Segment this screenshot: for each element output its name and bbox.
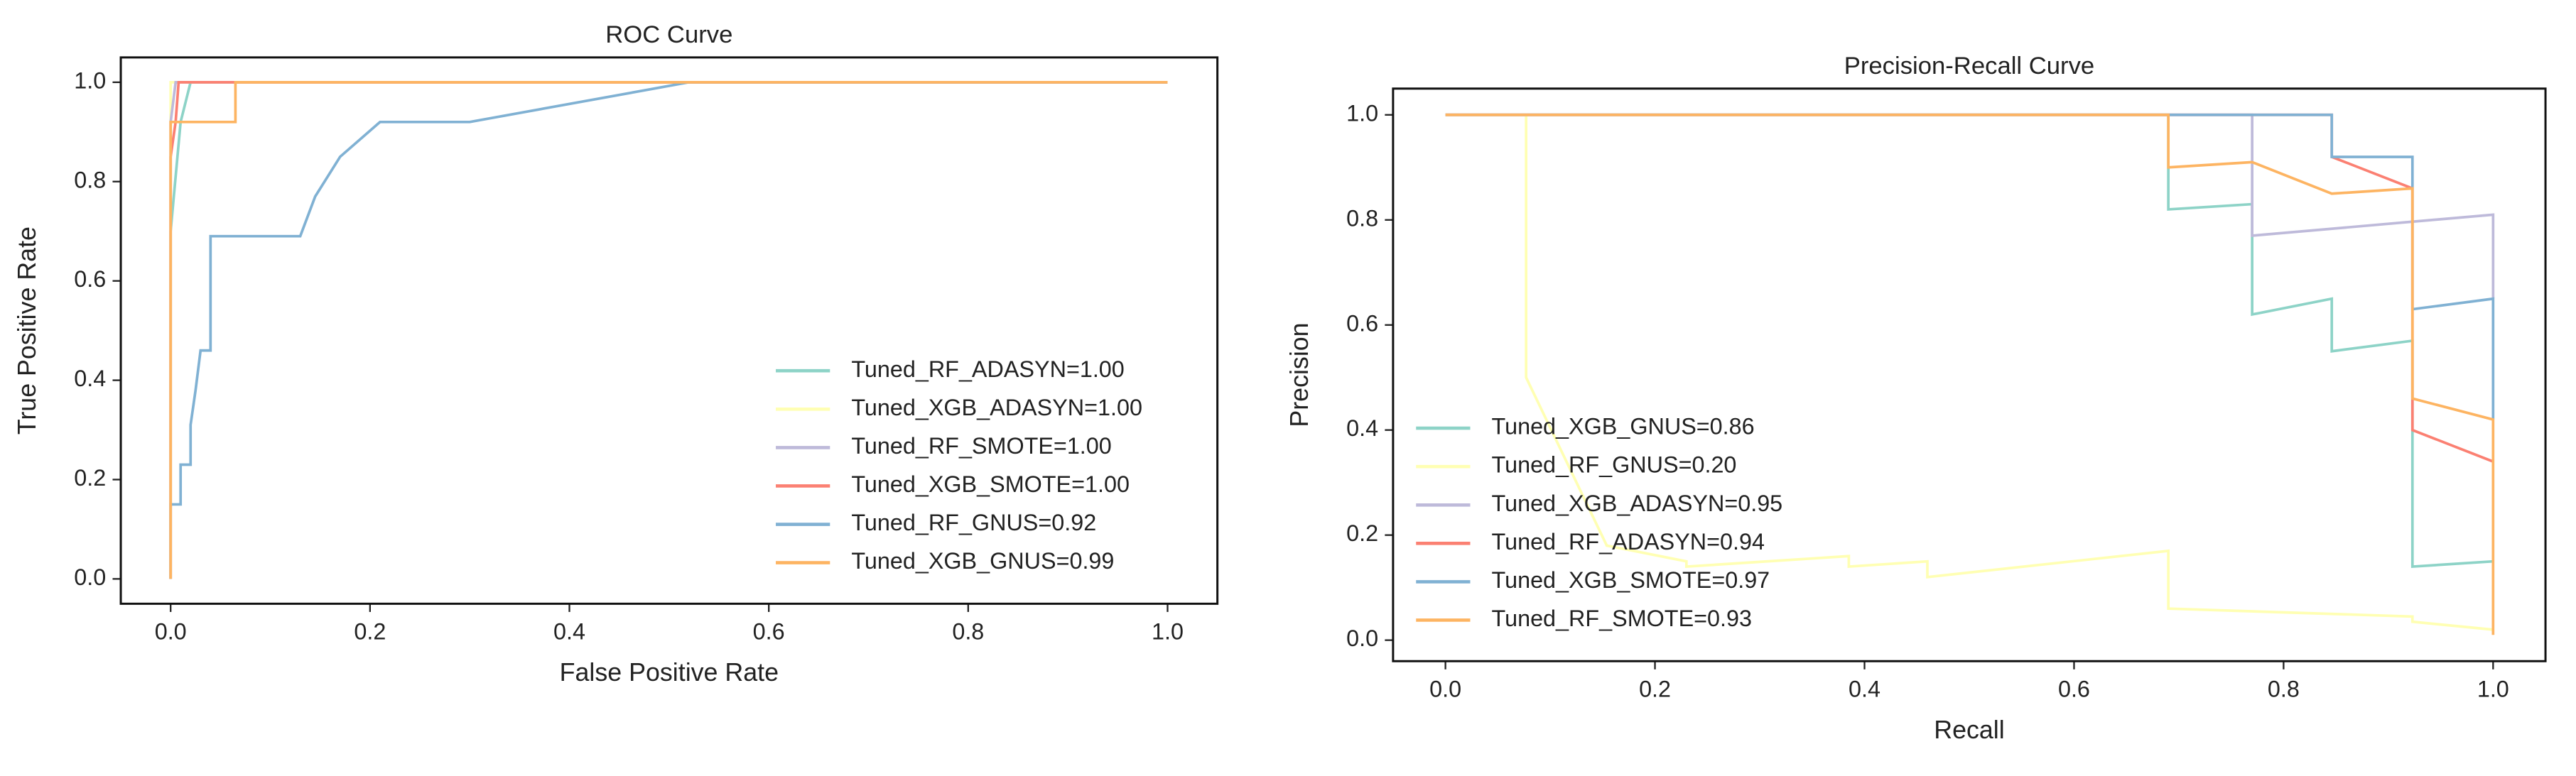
y-tick-label: 1.0 [1346, 100, 1378, 126]
x-tick-label: 0.6 [2058, 676, 2090, 701]
curve [1445, 113, 2494, 463]
curve [169, 81, 1168, 579]
axes-frame [119, 56, 1219, 605]
y-tick-label: 0.0 [1346, 625, 1378, 651]
x-axis-label: False Positive Rate [560, 658, 779, 687]
legend-label: Tuned_XGB_GNUS=0.99 [851, 548, 1114, 574]
curve [169, 81, 1168, 579]
x-tick-label: 0.4 [1849, 676, 1880, 701]
x-tick-label: 0.8 [952, 619, 984, 645]
legend-label: Tuned_XGB_ADASYN=0.95 [1492, 491, 1783, 516]
curve [169, 81, 1168, 579]
x-tick-label: 0.0 [155, 619, 187, 645]
curve [1445, 113, 2495, 420]
x-tick-label: 0.8 [2268, 676, 2300, 701]
y-axis-label: Precision [1285, 322, 1314, 427]
x-tick-label: 1.0 [2477, 676, 2509, 701]
legend-label: Tuned_RF_ADASYN=1.00 [851, 356, 1124, 382]
x-tick-label: 1.0 [1152, 619, 1184, 645]
y-tick-label: 0.8 [74, 167, 106, 192]
legend-label: Tuned_XGB_GNUS=0.86 [1492, 414, 1755, 439]
x-tick-label: 0.6 [753, 619, 785, 645]
y-tick-label: 0.6 [1346, 310, 1378, 336]
y-axis-label: True Positive Rate [13, 226, 41, 435]
legend-label: Tuned_XGB_SMOTE=1.00 [851, 471, 1130, 497]
axes-frame [1392, 87, 2547, 662]
curve [169, 81, 1168, 579]
legend-label: Tuned_XGB_SMOTE=0.97 [1492, 567, 1770, 593]
x-tick-label: 0.2 [354, 619, 386, 645]
y-tick-label: 0.4 [74, 366, 106, 391]
x-tick-label: 0.0 [1429, 676, 1461, 701]
curve [1445, 113, 2495, 299]
x-axis-label: Recall [1934, 716, 2004, 744]
legend-label: Tuned_RF_SMOTE=1.00 [851, 433, 1111, 459]
legend-label: Tuned_RF_GNUS=0.92 [851, 510, 1096, 535]
curve [169, 81, 1168, 579]
y-tick-label: 0.8 [1346, 205, 1378, 231]
legend-label: Tuned_RF_ADASYN=0.94 [1492, 529, 1765, 554]
legend-label: Tuned_XGB_ADASYN=1.00 [851, 395, 1142, 420]
y-tick-label: 0.0 [74, 564, 106, 590]
legend-label: Tuned_RF_GNUS=0.20 [1492, 452, 1737, 478]
curve [1445, 113, 2494, 631]
y-tick-label: 0.4 [1346, 415, 1378, 441]
x-tick-label: 0.2 [1639, 676, 1671, 701]
curve [169, 81, 1168, 579]
y-tick-label: 1.0 [74, 67, 106, 93]
legend-label: Tuned_RF_SMOTE=0.93 [1492, 606, 1752, 631]
y-tick-label: 0.6 [74, 266, 106, 292]
chart-title: ROC Curve [605, 21, 732, 48]
x-tick-label: 0.4 [553, 619, 585, 645]
y-tick-label: 0.2 [1346, 520, 1378, 546]
y-tick-label: 0.2 [74, 465, 106, 491]
curve [1445, 113, 2495, 635]
chart-title: Precision-Recall Curve [1844, 53, 2094, 80]
